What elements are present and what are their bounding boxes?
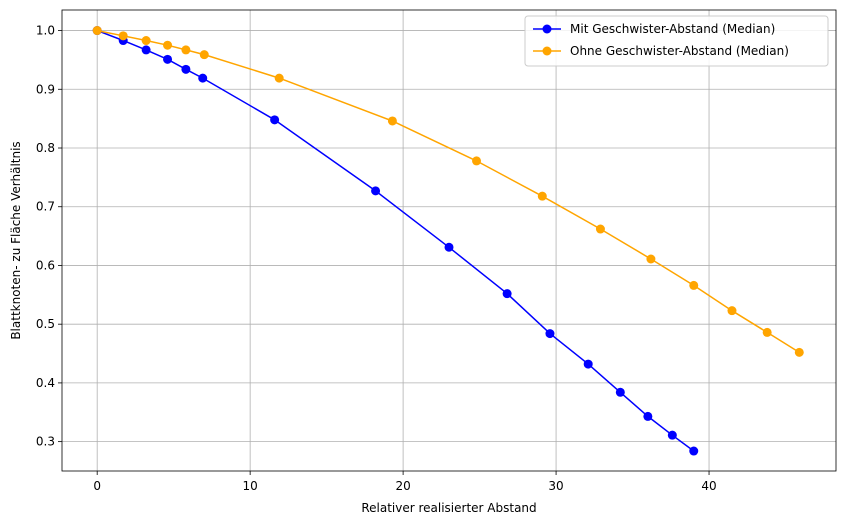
data-point	[615, 387, 625, 397]
y-tick-label: 0.8	[36, 141, 55, 155]
legend-box	[524, 15, 829, 67]
legend-label: Mit Geschwister-Abstand (Median)	[570, 22, 775, 36]
y-tick-label: 0.7	[36, 200, 55, 214]
data-point	[141, 45, 151, 55]
x-axis-label: Relativer realisierter Abstand	[361, 501, 536, 515]
data-point	[545, 329, 555, 339]
data-point	[141, 36, 151, 46]
data-point	[537, 191, 547, 201]
series-line	[97, 29, 800, 354]
data-point	[387, 116, 397, 126]
data-point	[595, 224, 605, 234]
data-point	[727, 306, 737, 316]
legend-label: Ohne Geschwister-Abstand (Median)	[570, 44, 789, 58]
y-tick-label: 0.5	[36, 317, 55, 331]
data-point	[181, 64, 191, 74]
data-point	[643, 411, 653, 421]
legend: Mit Geschwister-Abstand (Median) Ohne Ges…	[524, 15, 829, 67]
data-point	[794, 347, 804, 357]
x-tick-label: 10	[243, 479, 258, 493]
y-tick-label: 0.4	[36, 376, 55, 390]
y-tick-label: 0.9	[36, 82, 55, 96]
grid-layer	[62, 10, 836, 471]
data-point	[689, 446, 699, 456]
x-tick-label: 30	[548, 479, 563, 493]
legend-marker	[542, 46, 552, 56]
y-tick-label: 0.6	[36, 258, 55, 272]
y-axis-label: Blattknoten- zu Fläche Verhältnis	[9, 141, 23, 339]
data-point	[444, 242, 454, 252]
data-point	[163, 54, 173, 64]
data-point	[199, 50, 209, 60]
data-point	[689, 280, 699, 290]
legend-item: Mit Geschwister-Abstand (Median)	[533, 22, 775, 36]
series-line	[96, 29, 695, 452]
x-tick-label: 40	[701, 479, 716, 493]
data-point	[163, 40, 173, 50]
data-point	[181, 45, 191, 55]
legend-marker	[542, 24, 552, 34]
legend-item: Ohne Geschwister-Abstand (Median)	[533, 44, 789, 58]
data-point	[274, 73, 284, 83]
data-point	[583, 359, 593, 369]
series-2	[92, 26, 804, 357]
data-point	[667, 430, 677, 440]
y-tick-label: 1.0	[36, 24, 55, 38]
data-point	[646, 254, 656, 264]
series-layer	[92, 26, 804, 456]
plot-frame	[61, 9, 837, 472]
data-point	[118, 31, 128, 41]
data-point	[472, 156, 482, 166]
data-point	[502, 289, 512, 299]
data-point	[198, 73, 208, 83]
data-point	[270, 115, 280, 125]
y-tick-label: 0.3	[36, 435, 55, 449]
x-tick-label: 0	[93, 479, 101, 493]
ticks-layer: 0 10 20 30 40 0.3 0.4 0.5 0.6 0.7 0.8 0.9 1.0	[36, 24, 717, 493]
data-point	[762, 327, 772, 337]
series-1	[92, 26, 699, 456]
data-point	[371, 186, 381, 196]
x-tick-label: 20	[395, 479, 410, 493]
data-point	[92, 26, 102, 36]
